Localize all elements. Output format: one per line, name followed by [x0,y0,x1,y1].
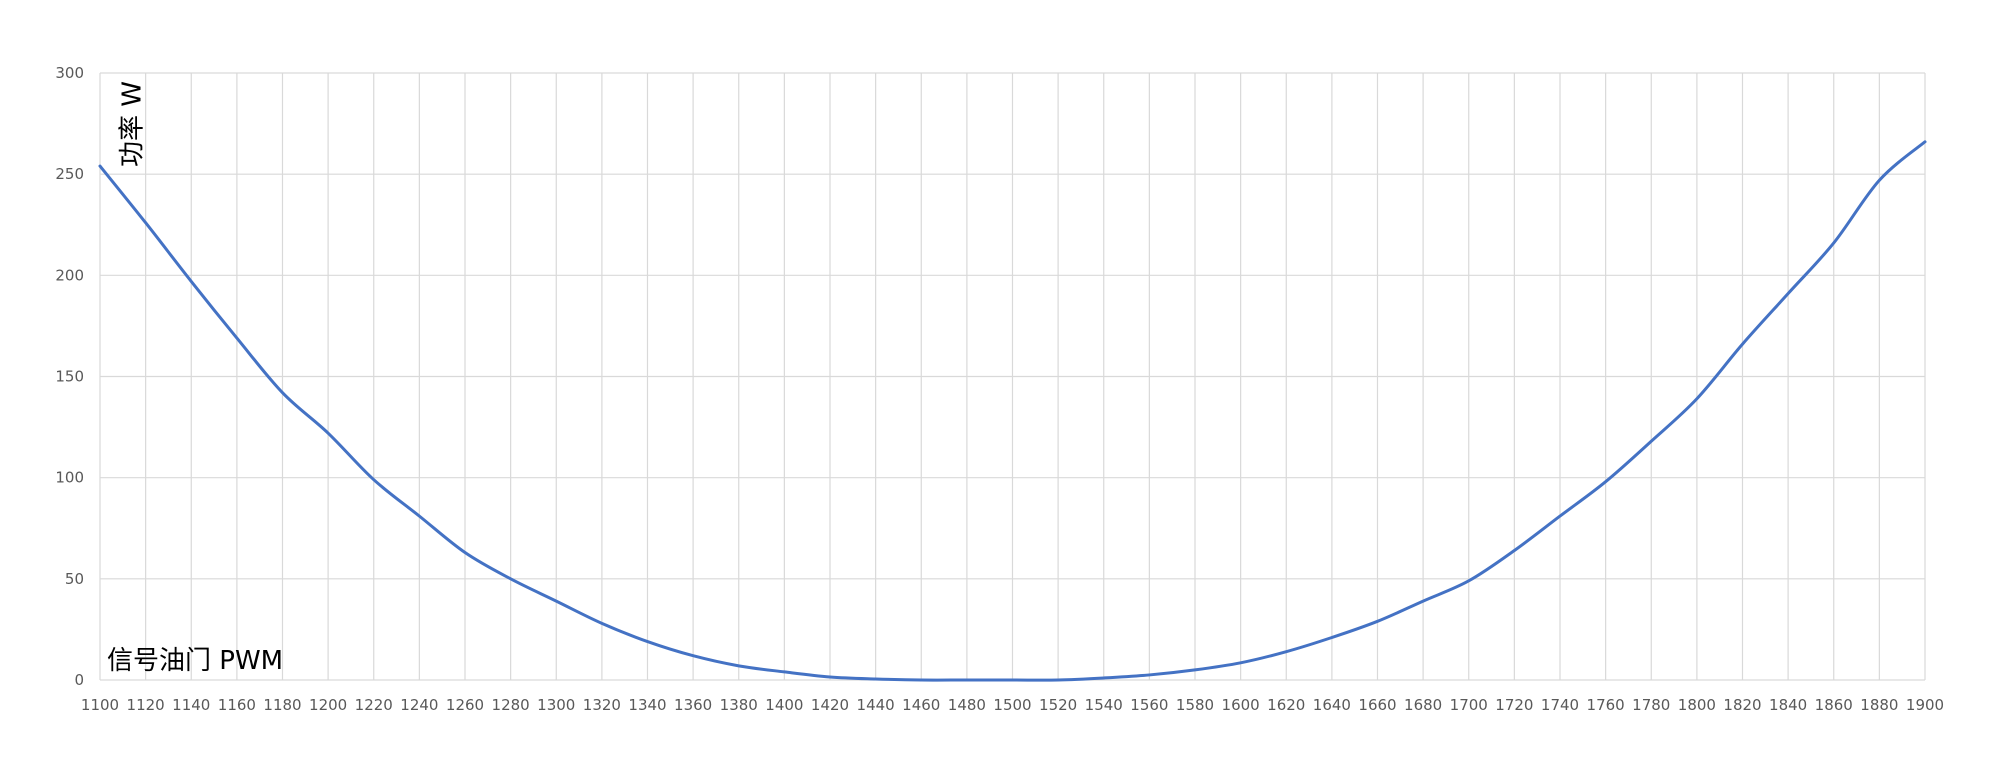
x-tick-label: 1340 [628,696,666,714]
x-tick-label: 1660 [1358,696,1396,714]
x-tick-label: 1600 [1222,696,1260,714]
x-tick-label: 1680 [1404,696,1442,714]
x-tick-label: 1700 [1450,696,1488,714]
y-axis-label: 功率 W [118,81,148,167]
x-tick-label: 1780 [1632,696,1670,714]
x-tick-label: 1400 [765,696,803,714]
x-tick-label: 1640 [1313,696,1351,714]
x-tick-label: 1560 [1130,696,1168,714]
x-tick-label: 1460 [902,696,940,714]
x-tick-label: 1880 [1860,696,1898,714]
x-tick-label: 1360 [674,696,712,714]
y-tick-label: 200 [55,266,84,284]
x-tick-label: 1820 [1723,696,1761,714]
x-tick-label: 1720 [1495,696,1533,714]
y-tick-label: 250 [55,165,84,183]
x-tick-label: 1620 [1267,696,1305,714]
x-tick-label: 1500 [993,696,1031,714]
x-tick-label: 1380 [720,696,758,714]
x-tick-label: 1540 [1085,696,1123,714]
x-tick-label: 1300 [537,696,575,714]
x-tick-label: 1840 [1769,696,1807,714]
x-tick-label: 1520 [1039,696,1077,714]
x-tick-label: 1200 [309,696,347,714]
x-tick-label: 1160 [218,696,256,714]
x-tick-label: 1280 [492,696,530,714]
x-tick-label: 1440 [857,696,895,714]
x-tick-label: 1800 [1678,696,1716,714]
x-tick-label: 1860 [1815,696,1853,714]
grid-lines [99,72,1926,681]
x-tick-label: 1100 [81,696,119,714]
x-tick-label: 1260 [446,696,484,714]
y-tick-label: 300 [55,64,84,82]
y-tick-label: 0 [74,671,84,689]
x-tick-label: 1900 [1906,696,1944,714]
x-tick-label: 1580 [1176,696,1214,714]
y-tick-labels: 0 50 100 150 200 250 300 [55,64,84,689]
x-tick-labels: 1100 1120 1140 1160 1180 1200 1220 1240 1260 1280… [81,696,1944,714]
x-tick-label: 1760 [1587,696,1625,714]
x-axis-label: 信号油门 PWM [107,646,283,676]
x-tick-label: 1140 [172,696,210,714]
x-tick-label: 1120 [127,696,165,714]
x-tick-label: 1240 [400,696,438,714]
y-tick-label: 150 [55,368,84,386]
y-tick-label: 100 [55,469,84,487]
x-tick-label: 1740 [1541,696,1579,714]
y-tick-label: 50 [65,570,84,588]
x-tick-label: 1180 [263,696,301,714]
x-tick-label: 1320 [583,696,621,714]
x-tick-label: 1220 [355,696,393,714]
series-line [98,140,1927,682]
x-tick-label: 1420 [811,696,849,714]
x-tick-label: 1480 [948,696,986,714]
